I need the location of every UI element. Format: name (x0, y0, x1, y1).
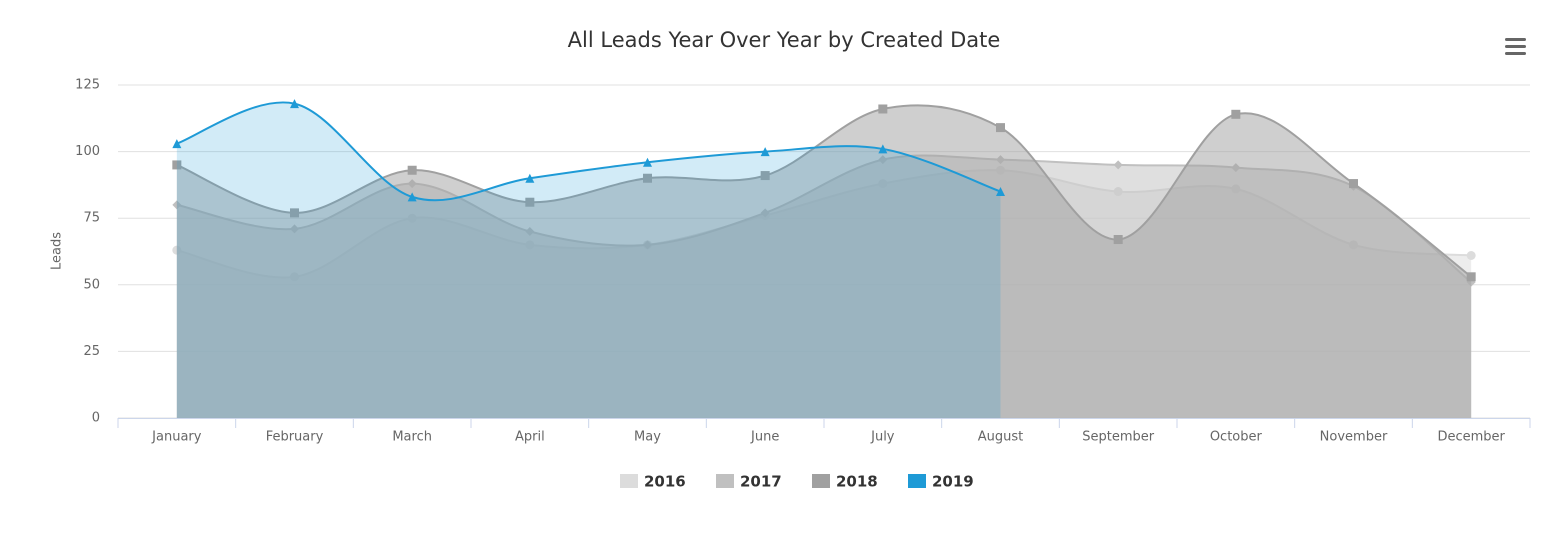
marker (1466, 272, 1476, 282)
menu-bar (1505, 38, 1526, 41)
marker (1466, 250, 1476, 260)
marker (996, 187, 1005, 197)
x-tick-label: October (1210, 430, 1263, 445)
marker (760, 171, 770, 181)
legend-swatch (812, 474, 830, 488)
x-tick-label: November (1320, 430, 1388, 445)
marker (290, 99, 299, 109)
legend-item[interactable]: 2018 (812, 473, 878, 491)
legend-label: 2017 (740, 473, 782, 491)
y-tick-label: 75 (83, 211, 100, 226)
marker (643, 173, 652, 183)
area (176, 102, 1001, 418)
x-tick-label: April (515, 430, 545, 445)
x-tick-label: August (978, 430, 1024, 445)
marker (878, 104, 888, 114)
y-tick-label: 100 (75, 144, 100, 159)
marker (172, 160, 182, 170)
x-tick-label: February (266, 430, 324, 445)
y-tick-label: 0 (92, 411, 100, 426)
y-tick-label: 125 (75, 78, 100, 93)
x-tick-label: May (634, 430, 661, 445)
marker (525, 197, 535, 207)
menu-button[interactable] (1505, 38, 1526, 55)
y-tick-label: 25 (83, 344, 100, 359)
x-tick-label: June (750, 430, 779, 445)
x-tick-label: July (870, 430, 895, 445)
marker (1113, 235, 1123, 245)
marker (407, 192, 417, 202)
line (176, 101, 1001, 202)
marker (172, 139, 182, 149)
x-tick-label: September (1082, 430, 1155, 445)
menu-bar (1505, 52, 1526, 55)
marker (1349, 179, 1358, 189)
marker (760, 147, 770, 157)
legend-swatch (716, 474, 734, 488)
x-tick-label: March (392, 430, 432, 445)
legend-item[interactable]: 2016 (620, 473, 686, 491)
x-tick-label: January (151, 430, 202, 445)
marker (1231, 109, 1241, 119)
legend-item[interactable]: 2017 (716, 473, 782, 491)
marker (407, 165, 417, 175)
x-tick-label: December (1437, 430, 1505, 445)
y-axis-title: Leads (50, 232, 65, 270)
marker (290, 208, 299, 218)
legend-label: 2016 (644, 473, 686, 491)
area (176, 105, 1472, 418)
marker (996, 123, 1005, 133)
menu-bar (1505, 45, 1526, 48)
chart-title: All Leads Year Over Year by Created Date (568, 28, 1001, 52)
legend-swatch (620, 474, 638, 488)
marker (878, 144, 888, 154)
legend-item[interactable]: 2019 (908, 473, 974, 491)
legend-label: 2018 (836, 473, 878, 491)
legend-swatch (908, 474, 926, 488)
legend-label: 2019 (932, 473, 974, 491)
marker (1113, 160, 1123, 170)
marker (643, 157, 652, 167)
y-tick-label: 50 (83, 277, 100, 292)
marker (525, 173, 535, 183)
